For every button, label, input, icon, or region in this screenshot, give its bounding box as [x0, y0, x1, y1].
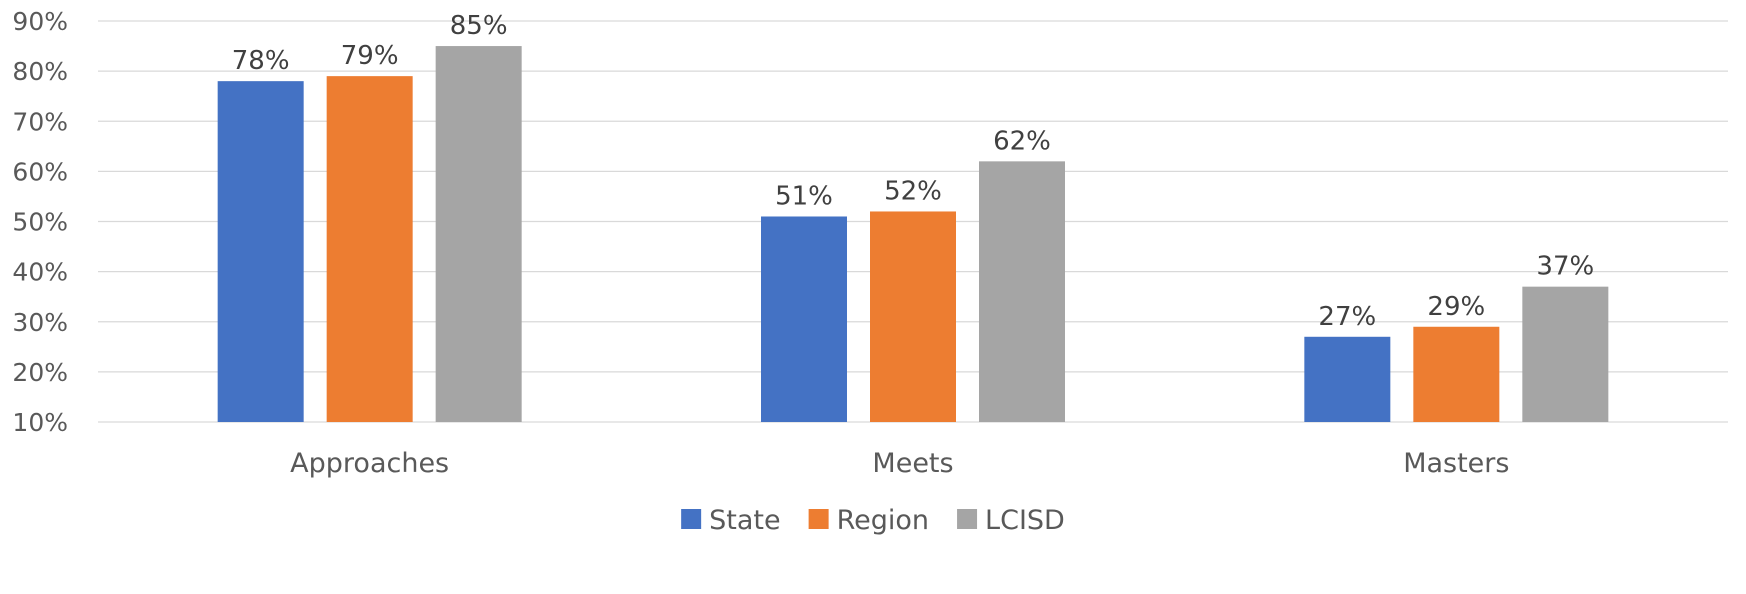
y-tick-label: 30% — [12, 308, 68, 337]
data-label: 62% — [993, 126, 1051, 156]
legend-swatch — [681, 509, 702, 529]
y-axis-ticks: 10% 20% 30% 40% 50% 60% 70% 80% 90% — [12, 7, 68, 437]
legend-swatch — [808, 509, 829, 529]
data-label: 29% — [1427, 292, 1485, 322]
legend-swatch — [957, 509, 978, 529]
y-tick-label: 20% — [12, 358, 68, 387]
category-label-approaches: Approaches — [290, 448, 449, 479]
legend-label: Region — [837, 505, 929, 536]
legend: State Region LCISD — [681, 505, 1065, 536]
bar-region-approaches — [326, 76, 413, 422]
legend-item-region: Region — [808, 505, 929, 536]
x-axis-categories: Approaches Meets Masters — [290, 448, 1509, 479]
bar-region-masters — [1413, 326, 1500, 422]
bar-lcisd-approaches — [435, 46, 522, 422]
data-label: 52% — [884, 176, 942, 206]
legend-item-lcisd: LCISD — [957, 505, 1065, 536]
bar-state-approaches — [217, 81, 304, 423]
data-label: 27% — [1318, 302, 1376, 332]
bar-lcisd-meets — [979, 161, 1065, 422]
category-label-masters: Masters — [1403, 448, 1509, 479]
data-label: 79% — [341, 41, 399, 71]
data-label: 85% — [450, 11, 508, 41]
data-labels: 78% 79% 85% 51% 52% 62% 27% 29% 37% — [232, 11, 1594, 332]
bar-region-meets — [870, 211, 956, 422]
data-label: 51% — [775, 181, 833, 211]
y-tick-label: 10% — [12, 408, 68, 437]
bar-state-meets — [761, 216, 847, 422]
y-tick-label: 80% — [12, 57, 68, 86]
bars — [217, 46, 1609, 423]
data-label: 37% — [1536, 252, 1594, 282]
legend-item-state: State — [681, 505, 781, 536]
y-tick-label: 50% — [12, 208, 68, 237]
legend-label: State — [709, 505, 780, 536]
data-label: 78% — [232, 46, 290, 76]
bar-lcisd-masters — [1522, 286, 1609, 422]
y-tick-label: 40% — [12, 258, 68, 287]
y-tick-label: 90% — [12, 7, 68, 36]
category-label-meets: Meets — [872, 448, 953, 479]
legend-label: LCISD — [985, 505, 1065, 536]
bar-state-masters — [1304, 336, 1391, 422]
y-tick-label: 60% — [12, 157, 68, 186]
y-tick-label: 70% — [12, 107, 68, 136]
